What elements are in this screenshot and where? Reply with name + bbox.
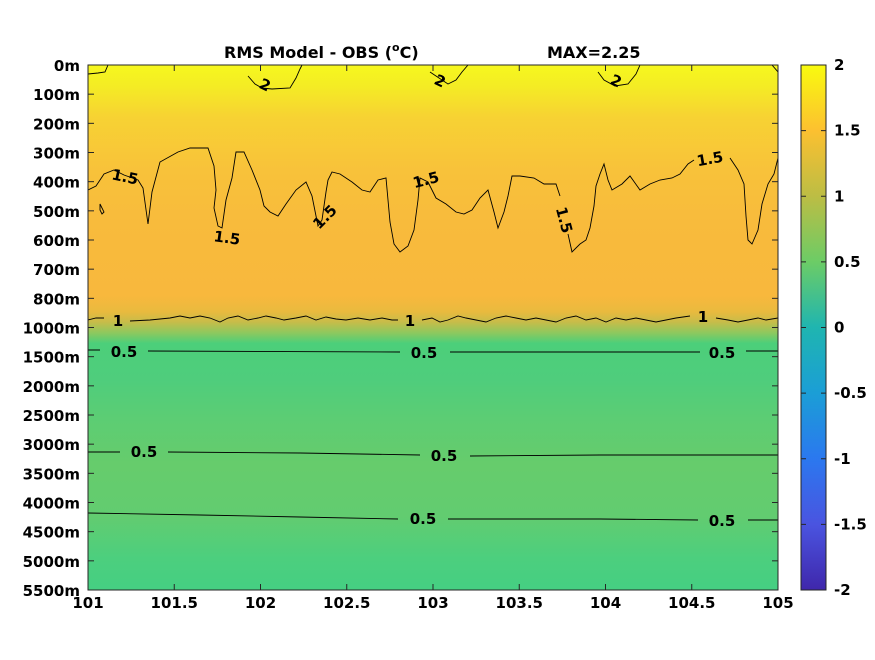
contour-2-line	[597, 65, 641, 87]
contour-2-line	[88, 65, 109, 75]
contour-2-line	[429, 65, 469, 85]
y-tick-label: 1500m	[23, 349, 80, 367]
y-tick-label: 3000m	[23, 436, 80, 454]
y-tick-label: 400m	[33, 174, 80, 192]
y-tick-label: 500m	[33, 203, 80, 221]
x-tick-label: 104.5	[668, 594, 715, 612]
contour-label: 0.5	[411, 344, 438, 362]
contour-1-line	[88, 315, 778, 323]
plot-axes: 101 101.5 102 102.5 103 103.5 104 104.5 105 0m10…	[23, 57, 794, 612]
colorbar-tick-label: -1	[834, 450, 851, 468]
y-tick-label: 1000m	[23, 320, 80, 338]
contour-1.5-line	[567, 159, 695, 253]
y-tick-label: 5500m	[23, 582, 80, 600]
colorbar-tick-label: -2	[834, 581, 851, 599]
x-tick-label: 102	[245, 594, 276, 612]
x-tick-label: 103.5	[496, 594, 543, 612]
contour-label: 0.5	[709, 344, 736, 362]
x-tick-label: 102.5	[323, 594, 370, 612]
contour-label: 0.5	[709, 512, 736, 530]
contour-label: 1.5	[695, 148, 724, 170]
y-tick-label: 200m	[33, 115, 80, 133]
x-tick-label: 103	[417, 594, 448, 612]
contour-2-line	[247, 65, 303, 90]
x-axis-ticks: 101 101.5 102 102.5 103 103.5 104 104.5 105	[72, 65, 794, 612]
colorbar: 2 1.5 1 0.5 0 -0.5 -1 -1.5 -2	[800, 56, 867, 599]
x-tick-label: 104	[590, 594, 621, 612]
y-tick-label: 2000m	[23, 378, 80, 396]
colorbar-ticks: 2 1.5 1 0.5 0 -0.5 -1 -1.5 -2	[801, 56, 867, 599]
y-tick-label: 800m	[33, 290, 80, 308]
contour-labels: 2 2 2 1.5 1.5 1.5 1.5 1.5 1.5 1 1 1 0.5 …	[110, 71, 735, 530]
chart-title: RMS Model - OBS (oC)	[224, 41, 419, 62]
field-fill	[88, 65, 778, 590]
y-tick-label: 5000m	[23, 553, 80, 571]
contour-0.5-line	[88, 451, 778, 457]
title-degree-sup: o	[392, 41, 400, 54]
colorbar-tick-label: 2	[834, 56, 844, 74]
y-tick-label: 4000m	[23, 495, 80, 513]
contour-label: 0.5	[410, 510, 437, 528]
contour-label: 1.5	[110, 165, 140, 188]
contour-0.5-line	[88, 512, 778, 521]
y-tick-label: 4500m	[23, 524, 80, 542]
y-tick-label: 700m	[33, 261, 80, 279]
y-tick-label: 2500m	[23, 407, 80, 425]
y-tick-label: 100m	[33, 86, 80, 104]
colorbar-tick-label: 1	[834, 187, 844, 205]
contour-1.5-line	[99, 203, 105, 215]
contour-label: 0.5	[131, 443, 158, 461]
contour-2-line	[771, 65, 778, 73]
colorbar-tick-label: 0.5	[834, 253, 861, 271]
y-tick-label: 3500m	[23, 465, 80, 483]
chart-max-label: MAX=2.25	[547, 43, 641, 62]
x-tick-label: 105	[762, 594, 793, 612]
heatmap-field	[88, 65, 778, 590]
colorbar-tick-label: 0	[834, 319, 844, 337]
contour-0.5-line	[88, 349, 778, 353]
contour-1.5-line	[88, 147, 561, 253]
y-tick-label: 0m	[54, 57, 80, 75]
colorbar-tick-label: 1.5	[834, 122, 861, 140]
colorbar-tick-label: -0.5	[834, 384, 867, 402]
colorbar-tick-label: -1.5	[834, 515, 867, 533]
y-tick-label: 600m	[33, 232, 80, 250]
contour-label: 1	[113, 312, 123, 330]
y-axis-ticks: 0m 100m 200m 300m 400m 500m 600m 700m 800m 1000m 1…	[23, 57, 778, 600]
contour-label: 1	[405, 312, 415, 330]
contour-label: 1	[698, 308, 708, 326]
x-tick-label: 101	[72, 594, 103, 612]
contour-lines	[88, 65, 778, 521]
contour-1.5-line	[729, 157, 778, 245]
y-tick-label: 300m	[33, 145, 80, 163]
contour-label: 0.5	[431, 447, 458, 465]
contour-label: 1.5	[213, 227, 242, 249]
x-tick-label: 101.5	[151, 594, 198, 612]
contour-label: 0.5	[111, 343, 138, 361]
